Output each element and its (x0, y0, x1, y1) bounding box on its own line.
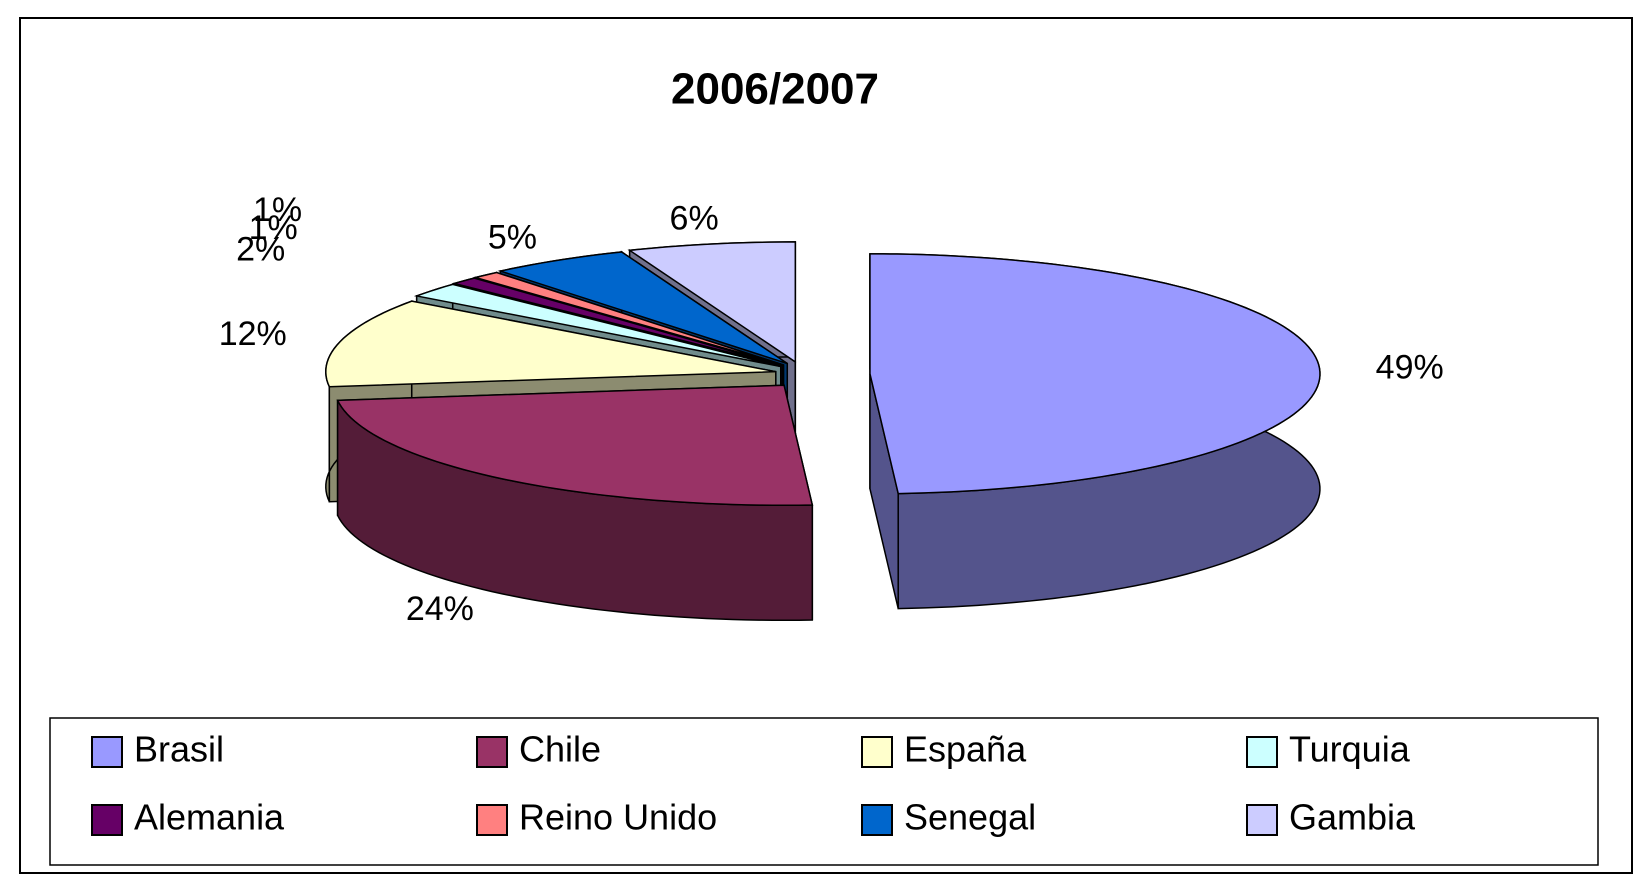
legend-swatch (1246, 736, 1278, 768)
legend-swatch (91, 736, 123, 768)
legend-swatch (861, 804, 893, 836)
legend-box (49, 717, 1599, 866)
pie-slice (336, 384, 814, 622)
data-label: 49% (1376, 348, 1444, 386)
slice-top (497, 251, 788, 365)
legend-label: Reino Unido (519, 797, 717, 838)
slice-top (413, 283, 781, 368)
legend-swatch (91, 804, 123, 836)
legend-label: Alemania (134, 797, 285, 838)
slice-top (325, 300, 776, 388)
data-label: 5% (488, 219, 537, 257)
slice-top (451, 277, 783, 367)
chart-title: 2006/2007 (671, 65, 879, 114)
legend-label: Turquia (1289, 729, 1411, 770)
slice-top (336, 384, 814, 507)
legend-label: Chile (519, 729, 601, 770)
legend-label: Brasil (134, 729, 224, 770)
pie-slice (869, 253, 1321, 610)
legend-swatch (476, 804, 508, 836)
legend-label: Gambia (1289, 797, 1416, 838)
legend-label: España (904, 729, 1027, 770)
legend-swatch (476, 736, 508, 768)
data-label: 6% (670, 199, 719, 237)
slice-top (869, 253, 1321, 495)
legend-swatch (1246, 804, 1278, 836)
pie: 49% 24% 12% 2%1%1% 5% 6% (219, 191, 1444, 628)
data-label: 2% (236, 231, 285, 269)
legend-swatch (861, 736, 893, 768)
legend-label: Senegal (904, 797, 1036, 838)
legend: Brasil Chile España Turquia Alemania Reino Un… (91, 729, 1416, 838)
slice-top (627, 241, 797, 364)
slice-top (472, 271, 784, 366)
data-label: 1% (253, 191, 302, 229)
data-label: 24% (406, 590, 474, 628)
data-label: 12% (219, 315, 287, 353)
data-label: 1% (249, 209, 298, 247)
